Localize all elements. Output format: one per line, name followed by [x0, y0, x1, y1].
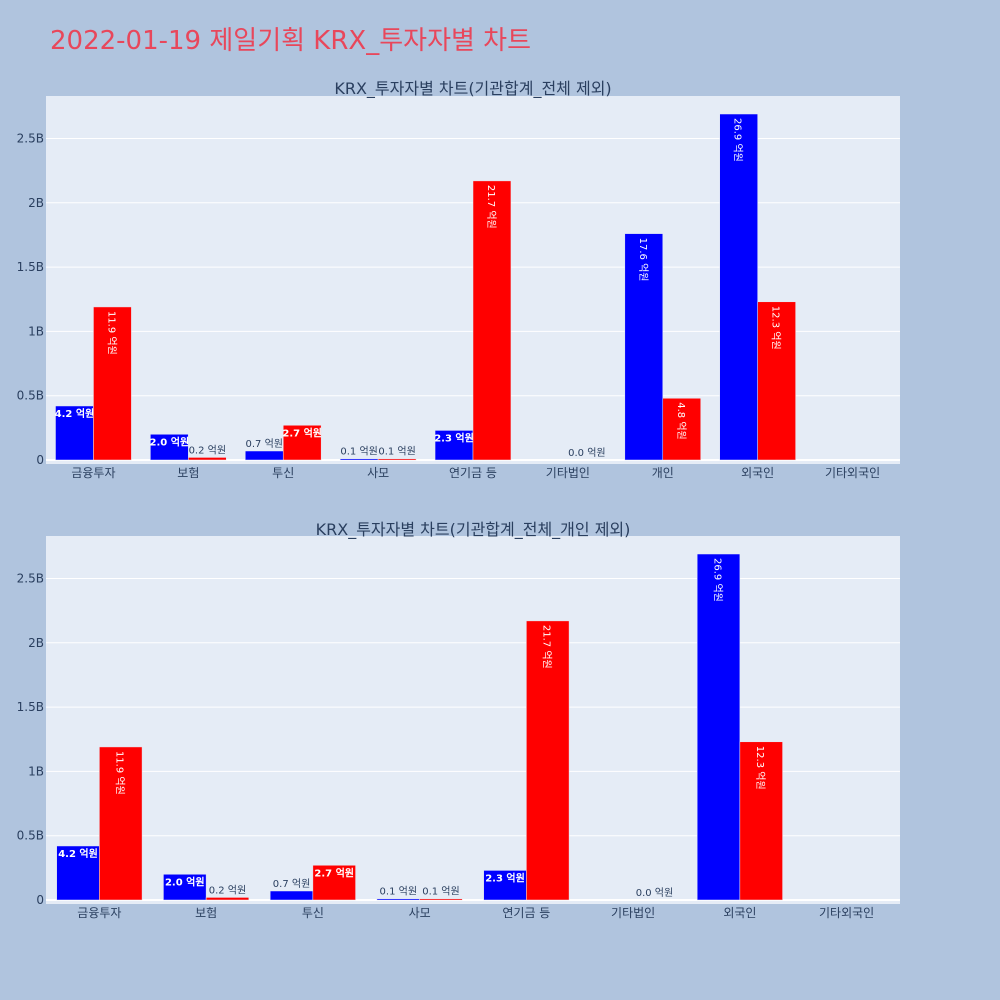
y-tick-label: 1.5B: [17, 260, 44, 274]
data-label: 2.0 억원: [165, 875, 205, 888]
data-label: 4.2 억원: [55, 407, 95, 420]
x-tick-label: 보험: [177, 466, 199, 480]
data-label: 0.1 억원: [378, 446, 415, 458]
bar: [150, 434, 189, 461]
bar: [188, 457, 227, 461]
data-label: 17.6 억원: [637, 238, 649, 282]
data-label: 0.7 억원: [273, 878, 310, 890]
bar: [526, 620, 570, 901]
data-label: 2.3 억원: [434, 431, 474, 444]
bar: [696, 553, 741, 901]
bar: [434, 430, 474, 461]
data-label: 0.2 억원: [189, 444, 226, 456]
data-label: 26.9 억원: [712, 558, 724, 602]
bar: [419, 898, 463, 901]
data-label: 0.1 억원: [380, 886, 417, 898]
y-tick-label: 0: [36, 453, 44, 467]
data-label: 4.2 억원: [58, 847, 98, 860]
y-tick-label: 2B: [28, 636, 44, 650]
y-tick-label: 2.5B: [17, 131, 44, 145]
data-label: 11.9 억원: [105, 311, 117, 355]
bar: [662, 398, 701, 461]
bar: [339, 458, 379, 461]
x-tick-label: 사모: [409, 906, 431, 920]
chart-panel-top: 0 0.5B 1B 1.5B 2B 2.5B KRX_투자자별 차트(기관합계_전체 제외)…: [17, 79, 900, 480]
x-tick-label: 외국인: [741, 466, 774, 480]
data-label: 0.7 억원: [246, 438, 283, 450]
data-label: 26.9 억원: [732, 118, 744, 162]
chart-title: KRX_투자자별 차트(기관합계_전체_개인 제외): [316, 520, 631, 540]
y-tick-label: 1B: [28, 324, 44, 338]
data-label: 12.3 억원: [770, 306, 782, 350]
x-tick-label: 연기금 등: [502, 906, 550, 920]
data-label: 0.2 억원: [209, 884, 246, 896]
y-tick-label: 0.5B: [17, 389, 44, 403]
y-tick-label: 2B: [28, 196, 44, 210]
bar: [719, 113, 758, 461]
x-tick-label: 사모: [367, 466, 389, 480]
x-tick-label: 투신: [302, 906, 324, 920]
y-tick-label: 0.5B: [17, 829, 44, 843]
x-tick-label: 금융투자: [77, 906, 121, 920]
y-tick-label: 0: [36, 893, 44, 907]
x-tick-label: 연기금 등: [449, 466, 497, 480]
data-label: 0.0 억원: [636, 887, 673, 899]
data-label: 4.8 억원: [675, 402, 687, 439]
bar: [377, 458, 417, 461]
bar: [269, 890, 314, 901]
y-tick-label: 1B: [28, 764, 44, 778]
data-label: 21.7 억원: [485, 185, 497, 229]
bar: [739, 741, 783, 901]
x-tick-label: 외국인: [723, 906, 756, 920]
data-label: 0.0 억원: [568, 447, 605, 459]
bar: [483, 870, 527, 901]
y-tick-label: 1.5B: [17, 700, 44, 714]
bar: [245, 450, 284, 461]
data-label: 12.3 억원: [754, 746, 766, 790]
data-label: 2.3 억원: [485, 871, 525, 884]
bar: [312, 865, 356, 901]
x-tick-label: 개인: [652, 466, 674, 480]
x-tick-label: 금융투자: [71, 466, 115, 480]
bar: [99, 746, 143, 901]
x-tick-label: 보험: [195, 906, 217, 920]
data-label: 2.0 억원: [150, 435, 190, 448]
bar: [472, 180, 512, 461]
bar: [56, 845, 100, 901]
x-tick-label: 기타법인: [611, 906, 655, 920]
chart-title: KRX_투자자별 차트(기관합계_전체 제외): [334, 79, 611, 99]
bar: [376, 898, 420, 901]
bar: [163, 874, 207, 901]
chart-panel-bottom: 0 0.5B 1B 1.5B 2B 2.5B KRX_투자자별 차트(기관합계_전체_개인 …: [17, 520, 900, 920]
x-tick-label: 기타외국인: [819, 906, 874, 920]
bar: [93, 306, 132, 461]
bar: [282, 425, 322, 461]
data-label: 2.7 억원: [282, 426, 322, 439]
bar: [205, 897, 250, 901]
data-label: 0.1 억원: [422, 886, 459, 898]
page-title: 2022-01-19 제일기획 KRX_투자자별 차트: [50, 26, 531, 56]
data-label: 2.7 억원: [314, 866, 354, 879]
data-label: 11.9 억원: [114, 751, 126, 795]
data-label: 21.7 억원: [541, 625, 553, 669]
y-tick-label: 2.5B: [17, 571, 44, 585]
bar: [757, 301, 796, 461]
data-label: 0.1 억원: [340, 446, 377, 458]
bar: [624, 233, 664, 461]
x-tick-label: 기타법인: [546, 466, 590, 480]
x-tick-label: 기타외국인: [825, 466, 880, 480]
x-tick-label: 투신: [272, 466, 294, 480]
